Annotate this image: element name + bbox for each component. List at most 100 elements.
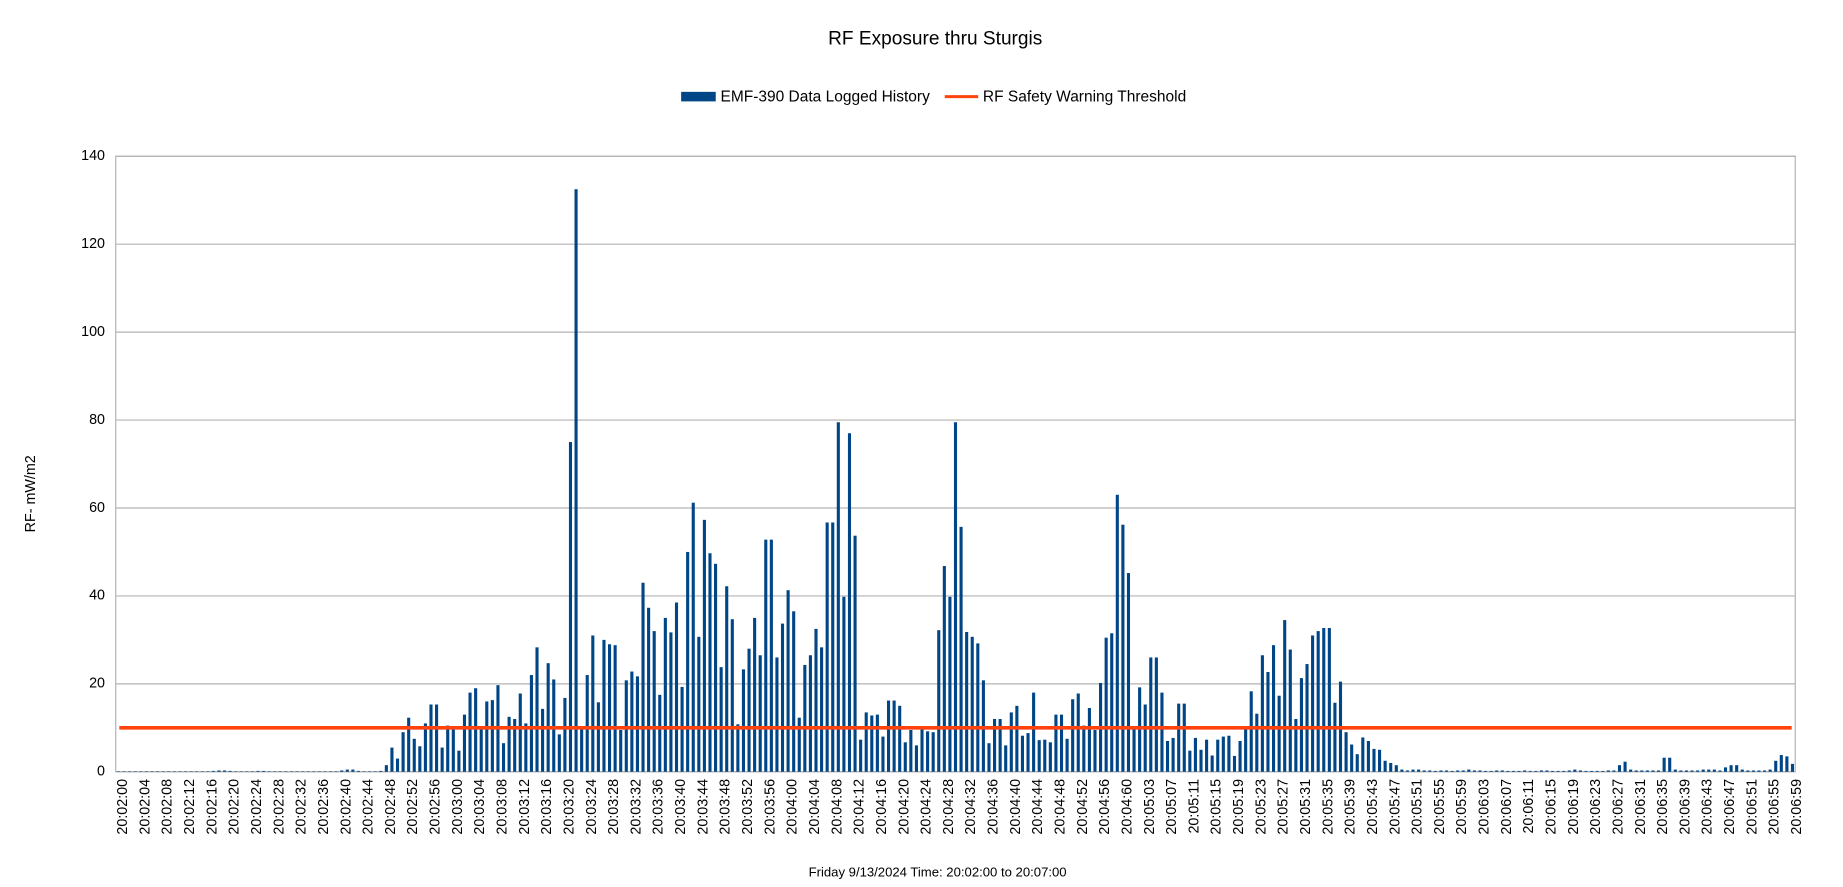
bar bbox=[909, 730, 913, 772]
bar bbox=[1288, 649, 1292, 772]
x-tick-label: 20:02:32 bbox=[294, 779, 310, 835]
bar bbox=[1433, 770, 1437, 772]
x-tick-label: 20:06:23 bbox=[1588, 779, 1604, 835]
bar bbox=[1216, 739, 1220, 772]
x-tick-label: 20:04:60 bbox=[1119, 779, 1135, 835]
bar bbox=[736, 724, 740, 772]
x-tick-label: 20:06:35 bbox=[1655, 779, 1671, 835]
bar bbox=[1311, 635, 1315, 772]
bar bbox=[1037, 740, 1041, 772]
y-tick-label: 0 bbox=[97, 764, 105, 780]
bar bbox=[1584, 770, 1588, 772]
bar bbox=[1757, 770, 1761, 772]
bar bbox=[641, 582, 645, 772]
x-tick-label: 20:04:52 bbox=[1075, 779, 1091, 835]
x-tick-label: 20:06:31 bbox=[1633, 779, 1649, 835]
bar bbox=[501, 743, 506, 772]
bar bbox=[1746, 770, 1750, 772]
x-tick-label: 20:06:15 bbox=[1544, 779, 1560, 835]
bar bbox=[1729, 765, 1733, 772]
bar bbox=[1539, 770, 1543, 772]
bar bbox=[764, 539, 768, 772]
x-tick-label: 20:05:51 bbox=[1410, 779, 1426, 835]
bar bbox=[1126, 573, 1131, 772]
bar bbox=[825, 522, 829, 772]
bar bbox=[1305, 664, 1309, 772]
x-tick-label: 20:02:36 bbox=[316, 779, 332, 835]
bar bbox=[1617, 765, 1622, 772]
bar bbox=[457, 750, 461, 772]
bar bbox=[691, 502, 695, 772]
bar bbox=[1316, 631, 1320, 772]
bar bbox=[474, 688, 478, 772]
bar bbox=[529, 675, 533, 772]
bar bbox=[351, 769, 355, 772]
bar bbox=[725, 586, 729, 772]
x-tick-label: 20:05:35 bbox=[1320, 779, 1336, 835]
x-tick-label: 20:06:19 bbox=[1566, 779, 1582, 835]
bar bbox=[217, 770, 221, 772]
x-tick-label: 20:05:07 bbox=[1164, 779, 1180, 835]
bar bbox=[1523, 770, 1527, 772]
bar bbox=[1556, 770, 1560, 772]
bar bbox=[345, 769, 349, 772]
bar bbox=[1668, 757, 1672, 772]
bar bbox=[552, 679, 556, 772]
x-tick-label: 20:04:16 bbox=[874, 779, 890, 835]
x-tick-label: 20:06:39 bbox=[1677, 779, 1693, 835]
bar bbox=[998, 719, 1002, 772]
bar bbox=[903, 742, 907, 772]
bar bbox=[384, 765, 388, 772]
bar bbox=[1059, 714, 1064, 772]
x-tick-label: 20:05:59 bbox=[1454, 779, 1470, 835]
x-tick-label: 20:02:44 bbox=[361, 779, 377, 835]
bar bbox=[1121, 524, 1125, 772]
bar bbox=[1344, 732, 1348, 772]
x-tick-label: 20:04:40 bbox=[1008, 779, 1024, 835]
x-tick-label: 20:03:48 bbox=[718, 779, 734, 835]
x-tick-label: 20:02:52 bbox=[405, 779, 421, 835]
bar bbox=[1277, 695, 1281, 772]
bar bbox=[714, 563, 718, 772]
bar bbox=[1751, 770, 1755, 772]
bar bbox=[211, 770, 215, 772]
x-tick-label: 20:05:31 bbox=[1298, 779, 1314, 835]
bar bbox=[1690, 770, 1694, 772]
bar bbox=[418, 746, 422, 772]
bar bbox=[1205, 739, 1209, 772]
bar bbox=[658, 694, 662, 772]
bar bbox=[1071, 699, 1075, 772]
bar bbox=[987, 743, 991, 772]
x-tick-label: 20:03:04 bbox=[472, 779, 488, 835]
bar bbox=[836, 422, 840, 772]
bar bbox=[937, 630, 941, 772]
x-tick-label: 20:04:48 bbox=[1052, 779, 1068, 835]
x-tick-label: 20:03:28 bbox=[606, 779, 622, 835]
bar bbox=[1076, 693, 1080, 772]
x-tick-label: 20:02:00 bbox=[115, 779, 131, 835]
bar bbox=[702, 519, 706, 772]
bar bbox=[1417, 769, 1421, 772]
bar bbox=[1774, 760, 1778, 772]
bar bbox=[228, 770, 232, 772]
bar bbox=[1779, 755, 1783, 772]
bar bbox=[451, 726, 455, 772]
x-tick-label: 20:04:56 bbox=[1097, 779, 1113, 835]
bar bbox=[1712, 769, 1716, 772]
x-tick-label: 20:04:00 bbox=[785, 779, 801, 835]
bar bbox=[1244, 727, 1248, 772]
bar bbox=[1534, 770, 1538, 772]
bar bbox=[1595, 770, 1599, 772]
bar bbox=[1171, 737, 1175, 772]
bar bbox=[959, 526, 963, 772]
bar bbox=[1333, 702, 1337, 772]
bar bbox=[1640, 770, 1644, 772]
bar bbox=[1790, 763, 1795, 772]
bar bbox=[1355, 754, 1359, 772]
bar bbox=[1573, 769, 1577, 772]
bar bbox=[814, 628, 818, 772]
bar bbox=[1718, 770, 1722, 772]
bar bbox=[1004, 745, 1008, 772]
bar bbox=[1511, 770, 1516, 772]
